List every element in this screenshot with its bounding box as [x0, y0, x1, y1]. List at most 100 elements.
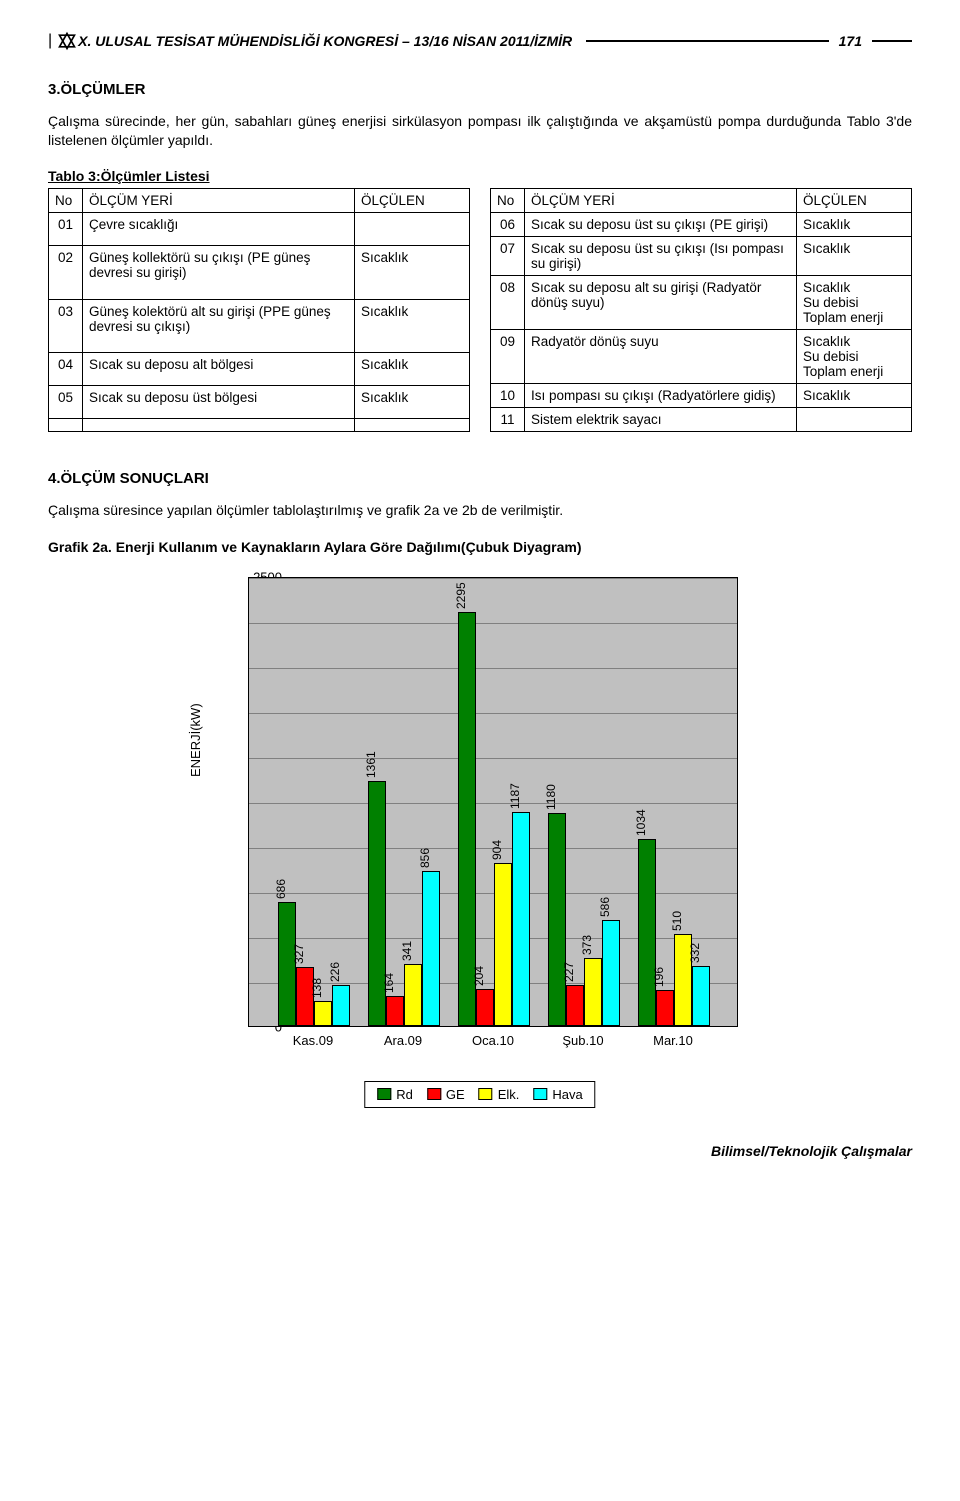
cell-location: Çevre sıcaklığı: [83, 212, 355, 245]
cell-location: Sıcak su deposu alt su girişi (Radyatör …: [525, 275, 797, 329]
legend-label: Hava: [552, 1087, 582, 1102]
table-row: 09Radyatör dönüş suyuSıcaklık Su debisi …: [491, 329, 912, 383]
table-left: No ÖLÇÜM YERİ ÖLÇÜLEN 01Çevre sıcaklığı0…: [48, 188, 470, 432]
bar: 1187: [512, 812, 530, 1026]
legend-label: Elk.: [498, 1087, 520, 1102]
bar-value-label: 332: [688, 943, 702, 963]
table-row: 11Sistem elektrik sayacı: [491, 407, 912, 431]
table-row: No ÖLÇÜM YERİ ÖLÇÜLEN: [49, 188, 470, 212]
cell-location: Sistem elektrik sayacı: [525, 407, 797, 431]
table-row: 05Sıcak su deposu üst bölgesiSıcaklık: [49, 386, 470, 419]
y-axis-label: ENERJİ(kW): [188, 703, 203, 777]
table3-title-text: Tablo 3:Ölçümler Listesi: [48, 168, 210, 184]
cell-no: 03: [49, 299, 83, 353]
cell-no: 11: [491, 407, 525, 431]
cell-location: Sıcak su deposu alt bölgesi: [83, 353, 355, 386]
header-logo-icon: [56, 30, 78, 52]
bar-value-label: 341: [400, 941, 414, 961]
header-rule-end: [872, 40, 912, 42]
cell-value: Sıcaklık Su debisi Toplam enerji: [797, 329, 912, 383]
chart-grid-line: [249, 578, 737, 579]
bar-group: 1034196 510 332: [638, 839, 710, 1025]
legend-item: GE: [427, 1087, 465, 1102]
bar-group: 1361164341856: [368, 781, 440, 1026]
bar: 341: [404, 964, 422, 1025]
table-row: 01Çevre sıcaklığı: [49, 212, 470, 245]
bar-value-label: 1187: [508, 783, 522, 809]
bar-value-label: 686: [274, 879, 288, 899]
bar: 226: [332, 985, 350, 1026]
x-tick-label: Oca.10: [453, 1033, 533, 1048]
bar-value-label: 204: [472, 966, 486, 986]
bar-value-label: 586: [598, 897, 612, 917]
bar-group: 1180227373586: [548, 813, 620, 1025]
bar-value-label: 1034: [634, 810, 648, 837]
legend-item: Rd: [377, 1087, 413, 1102]
cell-value: Sıcaklık Su debisi Toplam enerji: [797, 275, 912, 329]
legend-label: Rd: [396, 1087, 413, 1102]
bar-value-label: 196: [652, 967, 666, 987]
cell-value: [797, 407, 912, 431]
bar-value-label: 164: [382, 973, 396, 993]
cell-no: 02: [49, 245, 83, 299]
chart-plot-area: 6863271382261361164341856229520490411871…: [248, 577, 738, 1027]
bar: 856: [422, 871, 440, 1025]
bar-value-label: 1361: [364, 751, 378, 778]
header-page-number: 171: [839, 33, 862, 49]
th-no: No: [491, 188, 525, 212]
legend-swatch: [427, 1088, 441, 1100]
cell-value: Sıcaklık: [355, 353, 470, 386]
cell-location: Güneş kollektörü su çıkışı (PE güneş dev…: [83, 245, 355, 299]
legend-label: GE: [446, 1087, 465, 1102]
bar-value-label: 1180: [544, 784, 558, 810]
table3-title: Tablo 3:Ölçümler Listesi: [48, 168, 912, 184]
table-row: 08Sıcak su deposu alt su girişi (Radyatö…: [491, 275, 912, 329]
section4-title: 4.ÖLÇÜM SONUÇLARI: [48, 470, 912, 487]
table-row: [49, 419, 470, 431]
cell-no: 10: [491, 383, 525, 407]
bar-value-label: 904: [490, 840, 504, 860]
cell-location: [83, 419, 355, 431]
chart2a-title: Grafik 2a. Enerji Kullanım ve Kaynakları…: [48, 538, 912, 557]
cell-location: Sıcak su deposu üst su çıkışı (PE girişi…: [525, 212, 797, 236]
cell-value: [355, 419, 470, 431]
table-row: 03Güneş kolektörü alt su girişi (PPE gün…: [49, 299, 470, 353]
bar-group: 2295204 904 1187: [458, 612, 530, 1025]
bar: 1180: [548, 813, 566, 1025]
bar: 2295: [458, 612, 476, 1025]
th-location: ÖLÇÜM YERİ: [525, 188, 797, 212]
table-row: 10Isı pompası su çıkışı (Radyatörlere gi…: [491, 383, 912, 407]
cell-no: 04: [49, 353, 83, 386]
section4-paragraph: Çalışma süresince yapılan ölçümler tablo…: [48, 501, 912, 520]
cell-value: Sıcaklık: [355, 299, 470, 353]
header-conference-title: X. ULUSAL TESİSAT MÜHENDİSLİĞİ KONGRESİ …: [78, 33, 572, 49]
cell-location: Sıcak su deposu üst bölgesi: [83, 386, 355, 419]
table-row: No ÖLÇÜM YERİ ÖLÇÜLEN: [491, 188, 912, 212]
cell-location: Isı pompası su çıkışı (Radyatörlere gidi…: [525, 383, 797, 407]
bar-value-label: 2295: [454, 583, 468, 610]
bar: 1034: [638, 839, 656, 1025]
x-tick-label: Kas.09: [273, 1033, 353, 1048]
cell-no: [49, 419, 83, 431]
x-tick-label: Ara.09: [363, 1033, 443, 1048]
bar-value-label: 856: [418, 848, 432, 868]
chart-legend: Rd GE Elk. Hava: [364, 1081, 595, 1108]
chart-container: ENERJİ(kW) 02505007501000125015001750200…: [48, 567, 912, 1107]
th-location: ÖLÇÜM YERİ: [83, 188, 355, 212]
cell-no: 06: [491, 212, 525, 236]
bar: 196: [656, 990, 674, 1025]
x-tick-label: Mar.10: [633, 1033, 713, 1048]
bar: 227: [566, 985, 584, 1026]
bar-value-label: 510: [670, 911, 684, 931]
cell-no: 08: [491, 275, 525, 329]
header-pipe: |: [48, 32, 52, 50]
table-right: No ÖLÇÜM YERİ ÖLÇÜLEN 06Sıcak su deposu …: [490, 188, 912, 432]
th-value: ÖLÇÜLEN: [797, 188, 912, 212]
table-row: 07Sıcak su deposu üst su çıkışı (Isı pom…: [491, 236, 912, 275]
cell-no: 07: [491, 236, 525, 275]
cell-value: Sıcaklık: [355, 386, 470, 419]
cell-value: Sıcaklık: [797, 383, 912, 407]
legend-item: Hava: [533, 1087, 582, 1102]
bar: 586: [602, 920, 620, 1025]
table-row: 02Güneş kollektörü su çıkışı (PE güneş d…: [49, 245, 470, 299]
